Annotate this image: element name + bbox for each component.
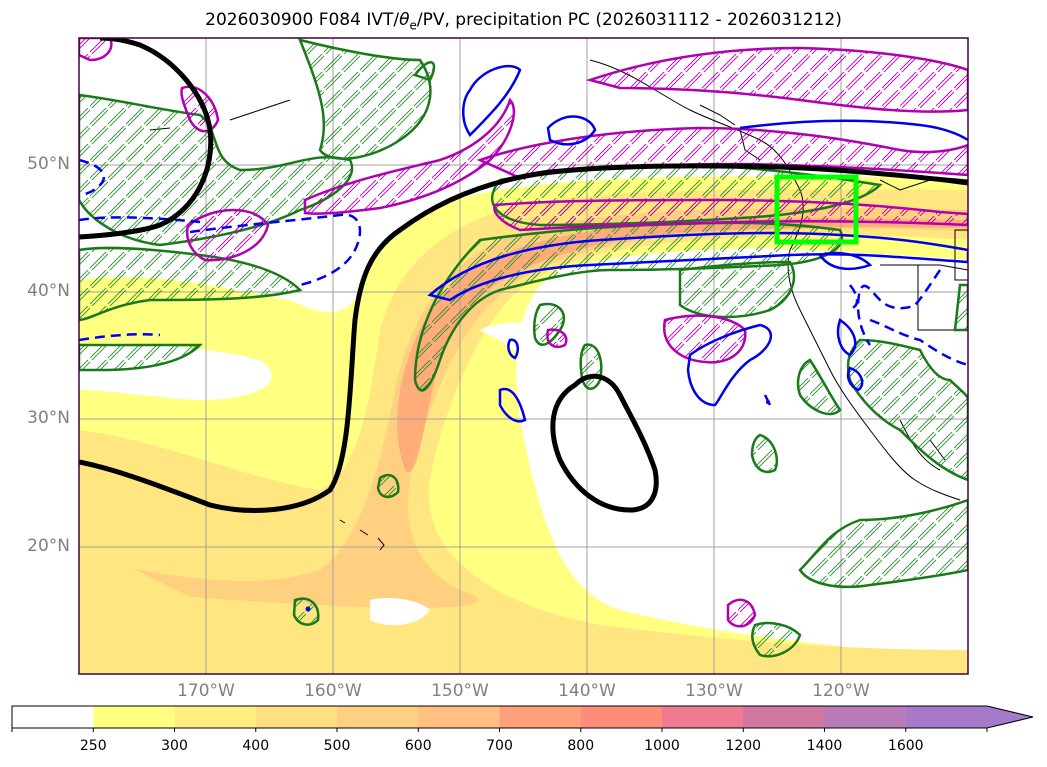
- colorbar-tick-label: 300: [161, 738, 188, 754]
- lat-label: 40°N: [27, 281, 70, 301]
- pv-contours: [427, 64, 968, 423]
- lon-label: 130°W: [685, 681, 743, 701]
- colorbar-tick-label: 500: [323, 738, 351, 754]
- colorbar-cell: [12, 706, 94, 728]
- colorbar-cell: [418, 706, 500, 728]
- map-frame: [78, 37, 969, 675]
- colorbar-cell: [499, 706, 582, 728]
- map-title: 2026030900 F084 IVT/θe/PV, precipitation…: [205, 10, 842, 33]
- weather-map: [78, 37, 969, 675]
- colorbar-cell: [580, 706, 663, 728]
- colorbar-tick-label: 800: [567, 738, 595, 754]
- ivt-colorbar: [11, 705, 1034, 732]
- ivt-shade-mid: [79, 189, 968, 674]
- colorbar-tick-label: 1200: [725, 738, 762, 754]
- colorbar-cell: [743, 706, 825, 728]
- colorbar-cell: [824, 706, 907, 728]
- lon-label: 120°W: [812, 681, 870, 701]
- colorbar-tick-label: 700: [486, 738, 513, 754]
- colorbar-tick-label: 250: [79, 738, 107, 754]
- target-region-box: [774, 174, 859, 245]
- lon-label: 170°W: [177, 681, 235, 701]
- lon-label: 160°W: [304, 681, 362, 701]
- colorbar-extend-arrow: [987, 706, 1033, 728]
- colorbar-tick-label: 600: [404, 738, 432, 754]
- lat-label: 30°N: [27, 408, 70, 428]
- colorbar-cell: [255, 706, 338, 728]
- colorbar-tick-label: 1000: [644, 738, 680, 754]
- lat-label: 50°N: [27, 154, 70, 174]
- precip-pc-magenta: [79, 38, 968, 628]
- colorbar-cell: [93, 706, 175, 728]
- colorbar-cell: [174, 706, 257, 728]
- colorbar-cell: [905, 706, 988, 728]
- lon-label: 150°W: [431, 681, 489, 701]
- lat-label: 20°N: [27, 536, 70, 556]
- colorbar-tick-label: 1400: [806, 738, 843, 754]
- colorbar-cell: [337, 706, 419, 728]
- colorbar-tick-label: 1600: [887, 738, 924, 754]
- colorbar-cell: [662, 706, 744, 728]
- lon-label: 140°W: [558, 681, 616, 701]
- theta-e-contours: [79, 38, 968, 513]
- colorbar-tick-label: 400: [242, 738, 270, 754]
- pv-contours-dashed: [79, 158, 968, 367]
